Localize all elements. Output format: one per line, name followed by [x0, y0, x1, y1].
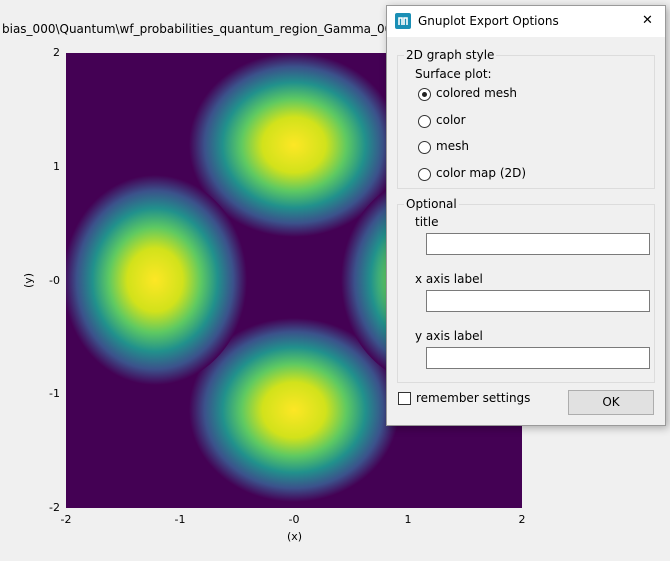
radio[interactable] — [418, 141, 431, 155]
checkbox-label: remember settings — [416, 391, 531, 405]
dialog-title: Gnuplot Export Options — [418, 14, 559, 28]
x-tick-label: 2 — [518, 513, 526, 526]
y-tick-label: 2 — [53, 46, 60, 59]
group-title: 2D graph style — [404, 48, 497, 62]
text-input[interactable] — [426, 233, 650, 255]
dialog: Gnuplot Export Options ✕ 2D graph style … — [386, 5, 666, 426]
y-tick-label: 1 — [53, 159, 60, 173]
radio-label: color map (2D) — [436, 166, 527, 181]
surface-label: Surface plot: — [415, 67, 492, 81]
y-tick-label: -2 — [49, 501, 60, 514]
app-icon — [395, 13, 411, 29]
title-bar — [387, 6, 665, 37]
group-title: Optional — [404, 197, 459, 211]
x-tick-label: 1 — [404, 513, 412, 526]
x-tick-label: -1 — [174, 513, 186, 526]
radio-label: mesh — [436, 139, 469, 154]
field-label: y axis label — [415, 329, 483, 343]
optional-group: Optional title x axis label y axis label — [397, 197, 655, 383]
x-label: (x) — [287, 530, 303, 543]
radio[interactable] — [418, 114, 431, 128]
radio[interactable] — [418, 88, 431, 101]
x-tick-label: -2 — [60, 513, 72, 526]
window-title: bias_000\Quantum\wf_probabilities_quantu… — [2, 22, 427, 36]
close-button[interactable]: ✕ — [642, 13, 653, 28]
text-input[interactable] — [426, 290, 650, 312]
field-label: title — [415, 215, 439, 229]
style-group: 2D graph style Surface plot: colored mes… — [397, 48, 655, 189]
radio-label: colored mesh — [436, 86, 518, 100]
radio[interactable] — [418, 168, 431, 182]
x-tick-label: -0 — [288, 513, 300, 526]
text-input[interactable] — [426, 347, 650, 369]
checkbox[interactable] — [398, 392, 411, 405]
y-label: (y) — [22, 272, 36, 289]
ok-button[interactable]: OK — [568, 390, 654, 415]
field-label: x axis label — [415, 272, 483, 286]
y-tick-label: -0 — [49, 273, 60, 287]
radio-label: color — [436, 112, 466, 127]
y-tick-label: -1 — [49, 387, 60, 401]
